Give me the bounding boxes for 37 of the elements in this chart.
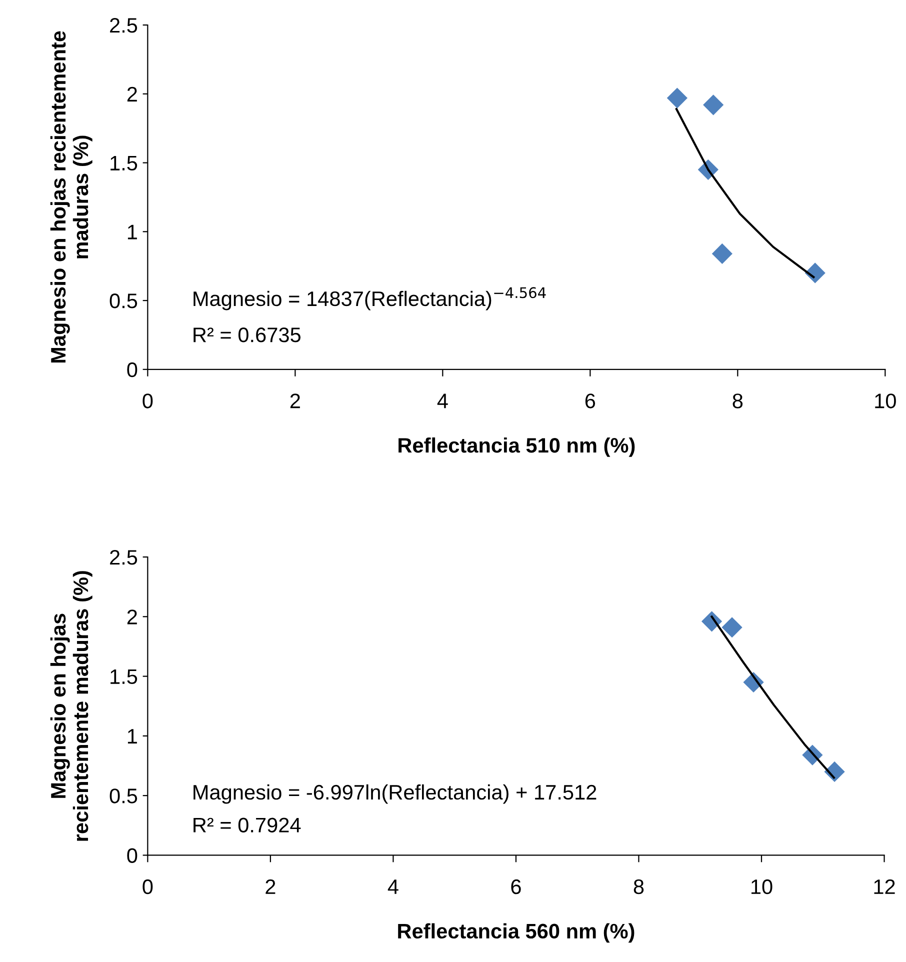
x-tick-label: 12 — [874, 879, 895, 894]
x-tick-label: 8 — [634, 879, 644, 894]
y-tick-label: 2.5 — [110, 550, 138, 565]
point — [703, 94, 724, 116]
x-tick-label: 4 — [388, 880, 398, 894]
point — [712, 243, 732, 264]
y-axis-title: Magnesio en hojas recientemente maduras (%) — [50, 571, 92, 841]
x-tick-label: 0 — [142, 879, 153, 894]
y-axis-title: Magnesio en hojas recientemente maduras (%) — [50, 31, 92, 363]
x-tick-label: 2 — [266, 879, 276, 894]
x-tick-label: 6 — [585, 394, 596, 408]
y-tick-label: 1 — [128, 729, 137, 744]
y-tick-label: 0.5 — [110, 294, 138, 308]
annotation: Magnesio = 14837(Reflectancia)$^{−4.564}$ — [194, 287, 546, 310]
x-tick-label: 2 — [290, 394, 300, 408]
y-tick-label: 0 — [127, 362, 138, 378]
annotation: Magnesio = -6.997ln(Reflectancia) + 17.512 — [194, 784, 596, 804]
annotation: R² = 0.7924 — [194, 818, 301, 832]
point — [722, 617, 742, 638]
x-tick-label: 0 — [142, 394, 153, 408]
y-tick-label: 0 — [127, 848, 138, 863]
x-tick-label: 6 — [511, 879, 521, 894]
y-tick-label: 1 — [128, 224, 137, 240]
y-tick-label: 2 — [127, 610, 137, 624]
x-tick-label: 10 — [751, 879, 772, 894]
x-tick-label: 10 — [875, 394, 896, 408]
x-axis-title: Reflectancia 560 nm (%) — [398, 923, 634, 943]
y-tick-label: 0.5 — [110, 788, 138, 804]
x-axis-title: Reflectancia 510 nm (%) — [398, 437, 635, 457]
y-tick-label: 2 — [127, 86, 137, 102]
y-tick-label: 2.5 — [110, 18, 138, 33]
y-tick-label: 1.5 — [110, 156, 138, 171]
y-tick-label: 1.5 — [110, 670, 138, 684]
annotation: R² = 0.6735 — [194, 328, 300, 342]
x-tick-label: 4 — [437, 394, 448, 408]
x-tick-label: 8 — [732, 394, 743, 408]
point — [666, 88, 688, 108]
